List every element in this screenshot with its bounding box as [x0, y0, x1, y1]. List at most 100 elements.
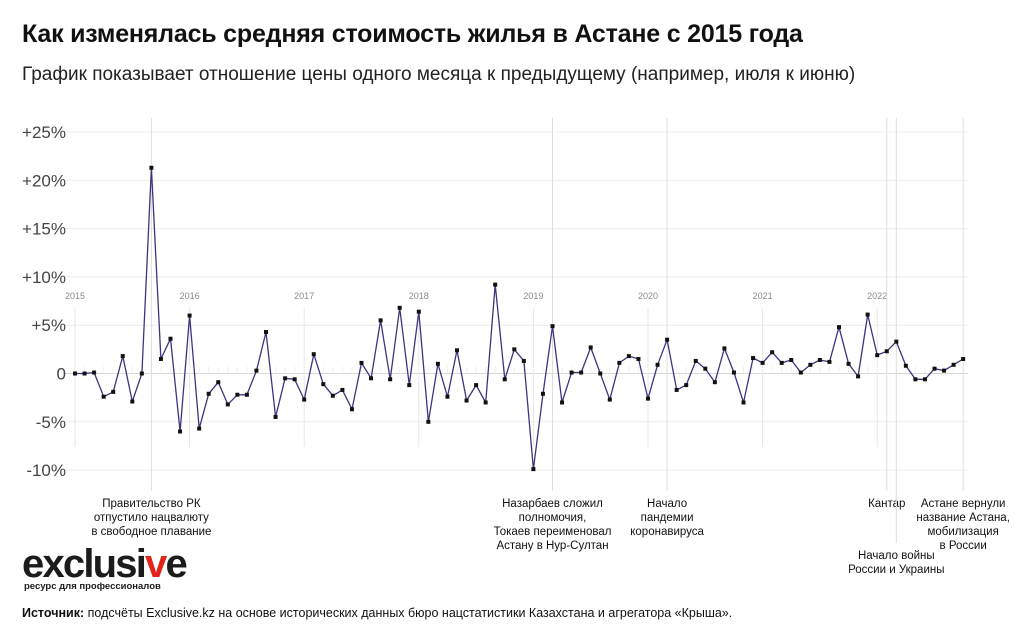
data-point	[187, 313, 192, 318]
price-change-line	[75, 167, 964, 470]
event-annotation: полномочия,	[519, 512, 587, 524]
y-tick-label: -5%	[36, 413, 66, 432]
data-point	[149, 165, 154, 170]
data-point	[445, 394, 450, 399]
y-tick-label: +25%	[22, 123, 66, 142]
data-point	[139, 371, 144, 376]
data-point	[493, 282, 498, 287]
data-point	[569, 370, 574, 375]
data-point	[550, 324, 555, 329]
data-point	[712, 380, 717, 385]
data-point	[856, 374, 861, 379]
data-point	[349, 407, 354, 412]
year-label: 2020	[638, 291, 658, 301]
data-point	[206, 391, 211, 396]
data-point	[617, 360, 622, 365]
data-point	[817, 357, 822, 362]
y-tick-label: 0	[57, 365, 66, 384]
data-point	[435, 361, 440, 366]
year-label: 2017	[294, 291, 314, 301]
y-tick-label: +15%	[22, 220, 66, 239]
data-point	[808, 362, 813, 367]
event-annotation: название Астана,	[916, 512, 1010, 524]
y-tick-label: +5%	[32, 316, 67, 335]
data-point	[913, 377, 918, 382]
data-point	[741, 400, 746, 405]
data-point	[73, 371, 77, 376]
data-point	[273, 414, 278, 419]
line-chart: +25% +20% +15% +10% +5% 0 -5% -10% 2015 2016 2017 2…	[22, 118, 1010, 576]
data-point	[922, 377, 927, 382]
data-point	[244, 392, 249, 397]
data-point	[636, 357, 641, 362]
data-point	[607, 397, 612, 402]
data-point	[588, 345, 593, 350]
y-tick-label: +20%	[22, 171, 66, 190]
event-annotation: Астане вернули	[921, 498, 1006, 510]
data-point	[903, 363, 908, 368]
data-point	[789, 357, 794, 362]
data-point	[197, 426, 202, 431]
data-point	[531, 467, 536, 472]
data-point	[626, 354, 631, 359]
event-annotation: коронавируса	[630, 526, 704, 538]
data-point	[302, 397, 307, 402]
data-point	[684, 383, 689, 388]
data-point	[455, 348, 459, 353]
event-annotation: в России	[940, 540, 987, 552]
logo-tagline: ресурс для профессионалов	[24, 581, 161, 592]
data-point	[665, 337, 670, 342]
data-point	[111, 389, 116, 394]
data-point	[369, 376, 374, 381]
data-point	[464, 398, 469, 403]
data-point	[283, 376, 288, 381]
data-point	[932, 366, 937, 371]
data-point	[846, 361, 851, 366]
year-label: 2021	[753, 291, 773, 301]
data-point	[502, 377, 507, 382]
event-annotation: мобилизация	[927, 526, 998, 538]
exclusive-logo: exclusive ресурс для профессионалов	[22, 542, 192, 592]
data-point	[216, 380, 221, 385]
data-point	[521, 358, 526, 363]
data-point	[130, 399, 135, 404]
data-point	[512, 347, 517, 352]
data-point	[101, 394, 106, 399]
data-point	[674, 387, 679, 392]
data-point	[483, 400, 488, 405]
data-point	[254, 368, 259, 373]
data-point	[951, 362, 956, 367]
data-point	[560, 400, 565, 405]
data-point	[158, 357, 163, 362]
data-point	[311, 352, 316, 357]
data-point	[722, 346, 727, 351]
data-point	[416, 309, 421, 314]
data-point	[693, 358, 698, 363]
data-point	[579, 370, 584, 375]
event-annotation: в свободное плавание	[91, 526, 211, 538]
event-annotation: Кантар	[868, 498, 905, 510]
data-point	[779, 360, 784, 365]
data-point	[646, 396, 650, 401]
event-annotation: пандемии	[641, 512, 694, 524]
data-point	[961, 357, 966, 362]
year-label: 2019	[523, 291, 543, 301]
data-point	[827, 359, 832, 364]
event-annotation: Токаев переименовал	[494, 526, 612, 538]
year-label: 2018	[409, 291, 429, 301]
data-point	[92, 370, 97, 375]
event-annotation: Правительство РК	[102, 498, 201, 510]
data-point	[397, 305, 402, 310]
year-label: 2016	[180, 291, 200, 301]
logo-wordmark: exclusive	[22, 542, 188, 586]
data-point	[264, 329, 268, 334]
data-point	[407, 383, 412, 388]
data-point	[178, 429, 183, 434]
event-annotation: Начало войны	[858, 550, 935, 562]
source-note: Источник: подсчёты Exclusive.kz на основ…	[22, 606, 732, 620]
data-point	[321, 382, 326, 387]
data-point	[731, 370, 736, 375]
y-tick-label: +10%	[22, 268, 66, 287]
data-point	[82, 371, 87, 376]
data-point	[168, 336, 173, 341]
